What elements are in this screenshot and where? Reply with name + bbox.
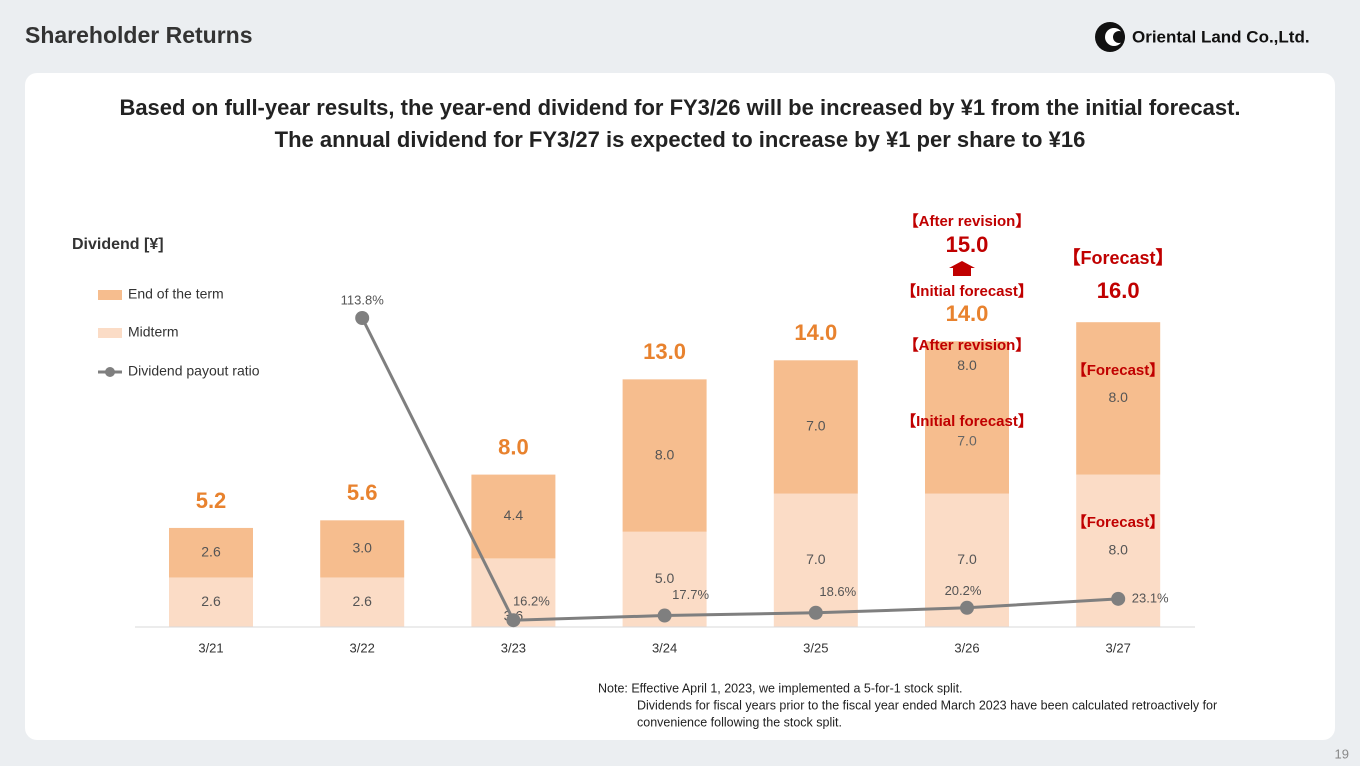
- logo-text: Oriental Land Co.,Ltd.: [1132, 27, 1310, 46]
- note: Dividends for fiscal years prior to the …: [637, 698, 1217, 712]
- payout-label: 113.8%: [341, 292, 385, 307]
- payout-label: 23.1%: [1132, 590, 1169, 605]
- headline: The annual dividend for FY3/27 is expect…: [275, 127, 1086, 152]
- value-label: 8.0: [1108, 389, 1128, 405]
- total-label: 13.0: [643, 339, 686, 364]
- total-label: 5.6: [347, 480, 378, 505]
- value-label: 3.0: [352, 540, 372, 556]
- total-label: 14.0: [946, 301, 989, 326]
- x-tick-label: 3/26: [954, 640, 979, 655]
- y-axis-label: Dividend [¥]: [72, 236, 164, 253]
- total-label: 5.2: [196, 488, 227, 513]
- value-label: 2.6: [352, 593, 372, 609]
- value-label: 7.0: [806, 418, 826, 434]
- annotation: 【Forecast】: [1062, 248, 1173, 268]
- payout-label: 16.2%: [513, 594, 550, 609]
- legend-label: Dividend payout ratio: [128, 363, 260, 379]
- x-tick-label: 3/24: [652, 640, 677, 655]
- revision-arrow: [949, 261, 975, 276]
- annotation: 【Forecast】: [1072, 513, 1165, 531]
- value-label: 5.0: [655, 570, 675, 586]
- bar-segment: [320, 520, 405, 578]
- x-tick-label: 3/27: [1106, 640, 1131, 655]
- payout-point: [960, 600, 974, 615]
- bar-segment: [320, 577, 405, 627]
- x-tick-label: 3/22: [350, 640, 375, 655]
- value-label: 8.0: [655, 446, 675, 462]
- note: convenience following the stock split.: [637, 715, 842, 729]
- slide-title: Shareholder Returns: [25, 22, 253, 48]
- payout-line: [360, 317, 1119, 622]
- x-tick-label: 3/23: [501, 640, 526, 655]
- total-label: 16.0: [1097, 278, 1140, 303]
- value-label: 2.6: [201, 543, 221, 559]
- value-label: 4.4: [504, 507, 524, 523]
- bar-segment: [169, 527, 253, 578]
- page-number: 19: [1335, 746, 1349, 761]
- value-label: 2.6: [201, 593, 221, 609]
- legend-swatch: [98, 328, 122, 338]
- annotation: 【Forecast】: [1072, 361, 1165, 379]
- note: Note: Effective April 1, 2023, we implem…: [598, 681, 963, 695]
- bar-segment: [773, 360, 858, 494]
- legend-label: Midterm: [128, 324, 179, 340]
- payout-point: [808, 605, 823, 620]
- payout-point: [1111, 591, 1126, 606]
- legend-swatch: [98, 290, 122, 300]
- payout-label: 20.2%: [945, 583, 982, 598]
- annotation: 【After revision】: [904, 336, 1031, 354]
- annotation: 15.0: [946, 232, 989, 257]
- value-label: 8.0: [957, 357, 977, 373]
- legend-label: End of the term: [128, 286, 224, 302]
- annotation: 【After revision】: [904, 212, 1031, 230]
- value-label: 8.0: [1108, 542, 1128, 558]
- payout-point: [657, 608, 672, 623]
- bar-segment: [471, 474, 556, 559]
- x-tick-label: 3/25: [803, 640, 828, 655]
- total-label: 14.0: [794, 320, 837, 345]
- bar-segment: [773, 493, 858, 627]
- logo-icon: [1095, 22, 1125, 52]
- bar-segment: [169, 577, 253, 627]
- total-label: 8.0: [498, 434, 529, 459]
- x-tick-label: 3/21: [198, 640, 223, 655]
- value-label: 7.0: [806, 551, 826, 567]
- bar-segment: [1076, 322, 1161, 475]
- legend-swatch: [105, 367, 115, 377]
- payout-label: 18.6%: [819, 584, 856, 599]
- bar-segment: [622, 379, 707, 532]
- payout-label: 17.7%: [672, 587, 709, 602]
- headline: Based on full-year results, the year-end…: [119, 95, 1240, 120]
- annotation: 【Initial forecast】: [901, 412, 1033, 430]
- bar-segment: [925, 341, 1009, 494]
- annotation: 7.0: [957, 433, 977, 449]
- payout-point: [506, 613, 521, 628]
- payout-point: [355, 311, 370, 326]
- annotation: 【Initial forecast】: [901, 282, 1033, 300]
- value-label: 7.0: [957, 551, 977, 567]
